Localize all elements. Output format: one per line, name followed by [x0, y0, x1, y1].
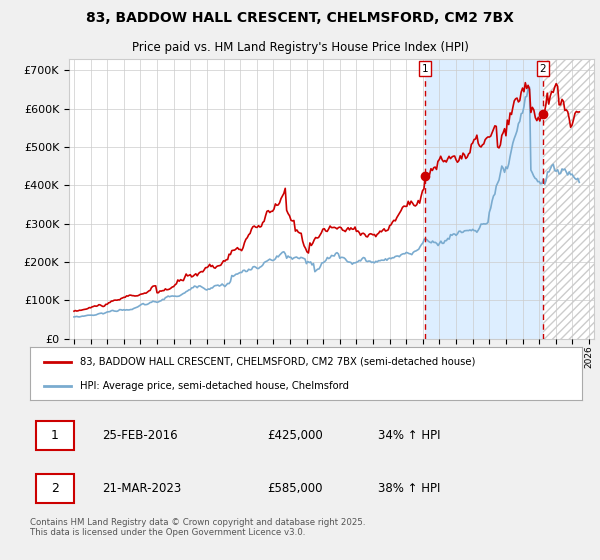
Text: Contains HM Land Registry data © Crown copyright and database right 2025.
This d: Contains HM Land Registry data © Crown c…: [30, 518, 365, 538]
Text: £425,000: £425,000: [268, 429, 323, 442]
Text: 38% ↑ HPI: 38% ↑ HPI: [378, 482, 440, 495]
Text: 2: 2: [539, 64, 546, 73]
Text: 1: 1: [51, 429, 59, 442]
FancyBboxPatch shape: [35, 421, 74, 450]
Text: 1: 1: [422, 64, 428, 73]
Text: HPI: Average price, semi-detached house, Chelmsford: HPI: Average price, semi-detached house,…: [80, 381, 349, 391]
Text: 83, BADDOW HALL CRESCENT, CHELMSFORD, CM2 7BX: 83, BADDOW HALL CRESCENT, CHELMSFORD, CM…: [86, 11, 514, 25]
Text: £585,000: £585,000: [268, 482, 323, 495]
Text: 2: 2: [51, 482, 59, 495]
Text: 34% ↑ HPI: 34% ↑ HPI: [378, 429, 440, 442]
Text: Price paid vs. HM Land Registry's House Price Index (HPI): Price paid vs. HM Land Registry's House …: [131, 41, 469, 54]
FancyBboxPatch shape: [35, 474, 74, 503]
Text: 21-MAR-2023: 21-MAR-2023: [102, 482, 181, 495]
Bar: [543, 59, 598, 339]
Bar: [425, 59, 543, 339]
Text: 83, BADDOW HALL CRESCENT, CHELMSFORD, CM2 7BX (semi-detached house): 83, BADDOW HALL CRESCENT, CHELMSFORD, CM…: [80, 357, 475, 367]
Bar: [543, 59, 598, 339]
Text: 25-FEB-2016: 25-FEB-2016: [102, 429, 178, 442]
